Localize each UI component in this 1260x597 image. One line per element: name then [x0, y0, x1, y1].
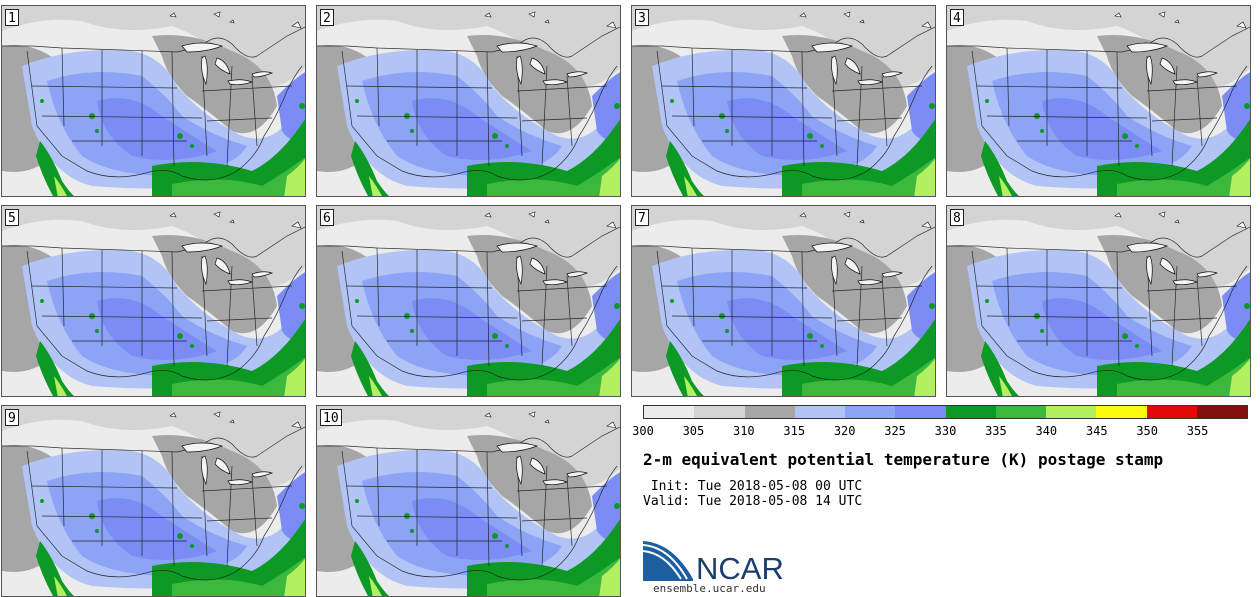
- color-scale-segment: [694, 406, 745, 418]
- ensemble-member-map: 3: [631, 5, 936, 197]
- color-scale-tick-label: 340: [1035, 424, 1058, 438]
- figure-title: 2-m equivalent potential temperature (K)…: [643, 450, 1164, 469]
- color-scale-segment: [945, 406, 996, 418]
- color-scale-segment: [895, 406, 946, 418]
- valid-time: Valid: Tue 2018-05-08 14 UTC: [643, 494, 863, 509]
- color-scale-segment: [1096, 406, 1147, 418]
- color-scale-tick-label: 325: [884, 424, 906, 438]
- ncar-logo: NCAR: [642, 541, 793, 587]
- color-scale-segment: [845, 406, 896, 418]
- member-number-label: 3: [635, 9, 649, 26]
- color-scale-segment: [644, 406, 695, 418]
- ensemble-member-map: 2: [316, 5, 621, 197]
- color-scale-tick-label: 310: [732, 424, 755, 438]
- color-scale-segment: [1146, 406, 1197, 418]
- color-scale-segment: [995, 406, 1046, 418]
- ensemble-member-map: 9: [1, 405, 306, 597]
- color-scale-tick-label: 345: [1085, 424, 1108, 438]
- member-number-label: 4: [950, 9, 964, 26]
- member-number-label: 1: [5, 9, 19, 26]
- color-scale-tick-label: 355: [1186, 424, 1209, 438]
- member-number-label: 2: [320, 9, 334, 26]
- member-number-label: 9: [5, 409, 19, 426]
- ensemble-member-map: 5: [1, 205, 306, 397]
- ensemble-member-map: 10: [316, 405, 621, 597]
- color-scale-segment: [1196, 406, 1247, 418]
- init-time: Init: Tue 2018-05-08 00 UTC: [643, 479, 863, 494]
- member-number-label: 8: [950, 209, 964, 226]
- ensemble-member-map: 7: [631, 205, 936, 397]
- color-scale-tick-label: 300: [632, 424, 654, 438]
- color-scale-segment: [1046, 406, 1097, 418]
- member-number-label: 10: [320, 409, 342, 426]
- ensemble-member-map: 6: [316, 205, 621, 397]
- color-scale-bar: [643, 405, 1248, 419]
- ensemble-member-map: 8: [946, 205, 1251, 397]
- color-scale-tick-label: 315: [783, 424, 806, 438]
- member-number-label: 5: [5, 209, 19, 226]
- logo-text: NCAR: [696, 551, 784, 583]
- ensemble-member-map: 1: [1, 5, 306, 197]
- color-scale-tick-label: 305: [682, 424, 705, 438]
- color-scale-segment: [744, 406, 795, 418]
- color-scale-tick-label: 335: [985, 424, 1007, 438]
- member-number-label: 6: [320, 209, 334, 226]
- color-scale-tick-label: 330: [934, 424, 957, 438]
- color-scale-tick-label: 320: [833, 424, 856, 438]
- source-url: ensemble.ucar.edu: [653, 582, 766, 595]
- color-scale-segment: [794, 406, 845, 418]
- member-number-label: 7: [635, 209, 649, 226]
- ensemble-member-map: 4: [946, 5, 1251, 197]
- color-scale-tick-label: 350: [1136, 424, 1158, 438]
